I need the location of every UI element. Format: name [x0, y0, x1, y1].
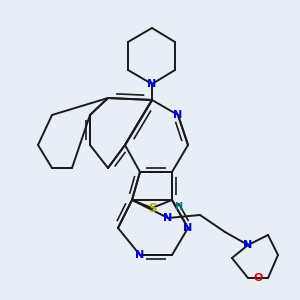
- Text: N: N: [243, 240, 253, 250]
- Text: N: N: [183, 223, 193, 233]
- Text: N: N: [135, 250, 145, 260]
- Text: N: N: [147, 79, 157, 89]
- Text: N: N: [173, 110, 183, 120]
- Text: O: O: [253, 273, 263, 283]
- Text: H: H: [174, 202, 182, 212]
- Text: S: S: [148, 202, 156, 214]
- Text: N: N: [164, 213, 172, 223]
